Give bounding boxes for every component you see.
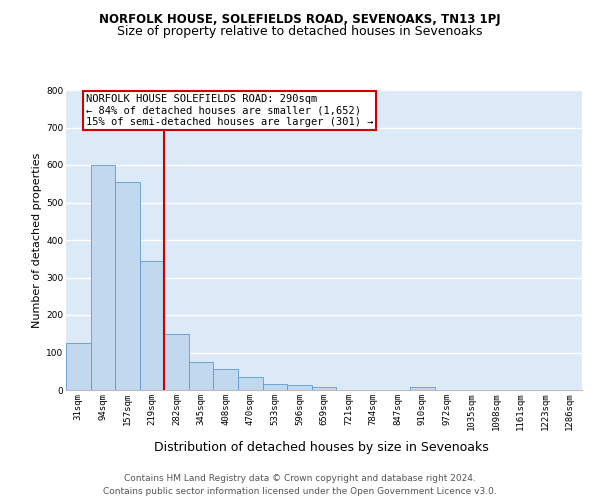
Y-axis label: Number of detached properties: Number of detached properties [32,152,42,328]
Bar [312,387,336,390]
Bar [287,385,312,390]
Bar [164,334,189,390]
Bar [189,362,214,390]
Bar [263,384,287,390]
Bar [115,182,140,390]
Text: NORFOLK HOUSE, SOLEFIELDS ROAD, SEVENOAKS, TN13 1PJ: NORFOLK HOUSE, SOLEFIELDS ROAD, SEVENOAK… [99,12,501,26]
Bar [91,165,115,390]
Bar [214,370,238,390]
Text: NORFOLK HOUSE SOLEFIELDS ROAD: 290sqm
← 84% of detached houses are smaller (1,65: NORFOLK HOUSE SOLEFIELDS ROAD: 290sqm ← … [86,94,373,127]
Text: Distribution of detached houses by size in Sevenoaks: Distribution of detached houses by size … [154,441,488,454]
Text: Size of property relative to detached houses in Sevenoaks: Size of property relative to detached ho… [117,25,483,38]
Bar [410,388,434,390]
Bar [140,260,164,390]
Bar [238,377,263,390]
Text: Contains HM Land Registry data © Crown copyright and database right 2024.
Contai: Contains HM Land Registry data © Crown c… [103,474,497,496]
Bar [66,343,91,390]
